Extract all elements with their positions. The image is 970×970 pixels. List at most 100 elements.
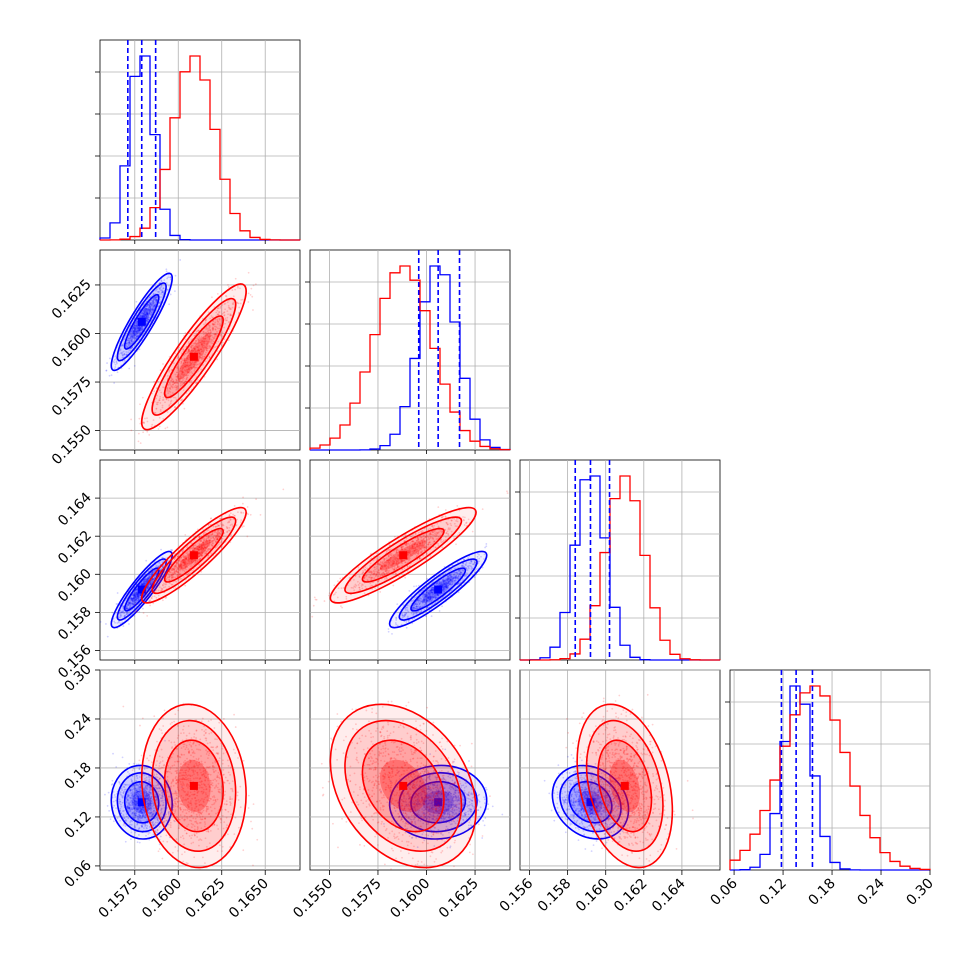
sample-point	[139, 315, 141, 317]
sample-point	[202, 547, 205, 550]
sample-point	[198, 355, 200, 358]
sample-point	[229, 517, 231, 520]
sample-point	[121, 610, 124, 613]
sample-point	[142, 314, 144, 317]
sample-point	[212, 328, 215, 330]
sample-point	[168, 284, 170, 287]
sample-point	[133, 334, 136, 336]
sample-point	[179, 259, 182, 261]
sample-point	[215, 326, 218, 328]
sample-point	[136, 324, 138, 327]
sample-point	[143, 314, 146, 317]
sample-point	[208, 344, 210, 347]
sample-point	[134, 589, 137, 592]
y-tick-label: 0.1550	[49, 422, 95, 468]
sample-point	[207, 332, 210, 335]
sample-point	[221, 335, 224, 338]
sample-point	[135, 327, 137, 329]
sample-point	[108, 374, 111, 377]
sample-point	[208, 355, 211, 358]
sample-point	[170, 549, 173, 551]
sample-point	[238, 306, 241, 309]
sample-point	[155, 298, 158, 301]
sample-point	[131, 603, 134, 606]
sample-point	[437, 506, 440, 509]
sample-point	[249, 513, 252, 516]
sample-point	[131, 600, 134, 602]
sample-point	[161, 399, 164, 401]
sample-point	[213, 333, 215, 336]
sample-point	[166, 288, 169, 291]
sample-point	[149, 312, 151, 315]
sample-point	[149, 311, 152, 314]
sample-point	[171, 567, 174, 570]
sample-point	[208, 340, 211, 343]
sample-point	[208, 337, 211, 340]
sample-point	[215, 311, 218, 314]
sample-point	[157, 565, 160, 568]
sample-point	[229, 313, 232, 315]
sample-point	[141, 583, 144, 585]
sample-point	[208, 338, 211, 341]
sample-point	[216, 318, 219, 321]
sample-point	[226, 301, 229, 304]
sample-point	[171, 576, 174, 579]
sample-point	[131, 346, 133, 349]
sample-point	[201, 343, 203, 346]
sample-point	[129, 603, 132, 606]
sample-point	[210, 315, 213, 317]
sample-point	[151, 307, 154, 309]
sample-point	[164, 597, 167, 599]
sample-point	[142, 580, 144, 583]
sample-point	[186, 364, 189, 367]
sample-point	[175, 398, 178, 401]
sample-point	[220, 523, 222, 525]
sample-point	[157, 401, 160, 404]
sample-point	[213, 335, 216, 338]
sample-point	[135, 609, 138, 612]
sample-point	[135, 322, 137, 325]
sample-point	[207, 329, 210, 331]
sample-point	[240, 512, 243, 514]
sample-point	[182, 348, 184, 351]
sample-point	[216, 535, 219, 538]
sample-point	[174, 274, 177, 277]
sample-point	[168, 575, 171, 578]
sample-point	[176, 375, 179, 378]
sample-point	[126, 604, 129, 607]
sample-point	[125, 607, 128, 610]
sample-point	[139, 326, 142, 329]
sample-point	[156, 394, 158, 397]
sample-point	[133, 593, 136, 596]
sample-point	[193, 343, 196, 345]
sample-point	[171, 572, 174, 574]
sample-point	[190, 362, 193, 365]
sample-point	[191, 344, 193, 347]
sample-point	[118, 612, 121, 615]
sample-point	[206, 342, 209, 345]
sample-point	[223, 314, 226, 316]
sample-point	[126, 612, 128, 615]
sample-point	[132, 331, 135, 334]
sample-point	[200, 356, 203, 359]
density-peak-0	[434, 585, 443, 594]
sample-point	[143, 578, 146, 581]
sample-point	[198, 344, 201, 347]
sample-point	[177, 560, 180, 562]
sample-point	[211, 336, 214, 339]
sample-point	[140, 329, 143, 331]
sample-point	[191, 547, 194, 550]
sample-point	[209, 345, 212, 348]
sample-point	[199, 553, 202, 556]
sample-point	[206, 330, 209, 333]
sample-point	[230, 314, 233, 317]
sample-point	[175, 382, 178, 385]
sample-point	[216, 544, 219, 547]
sample-point	[138, 611, 141, 613]
sample-point	[136, 327, 139, 330]
sample-point	[201, 554, 204, 557]
sample-point	[178, 380, 181, 383]
sample-point	[144, 582, 146, 585]
sample-point	[166, 288, 169, 291]
sample-point	[205, 331, 208, 334]
